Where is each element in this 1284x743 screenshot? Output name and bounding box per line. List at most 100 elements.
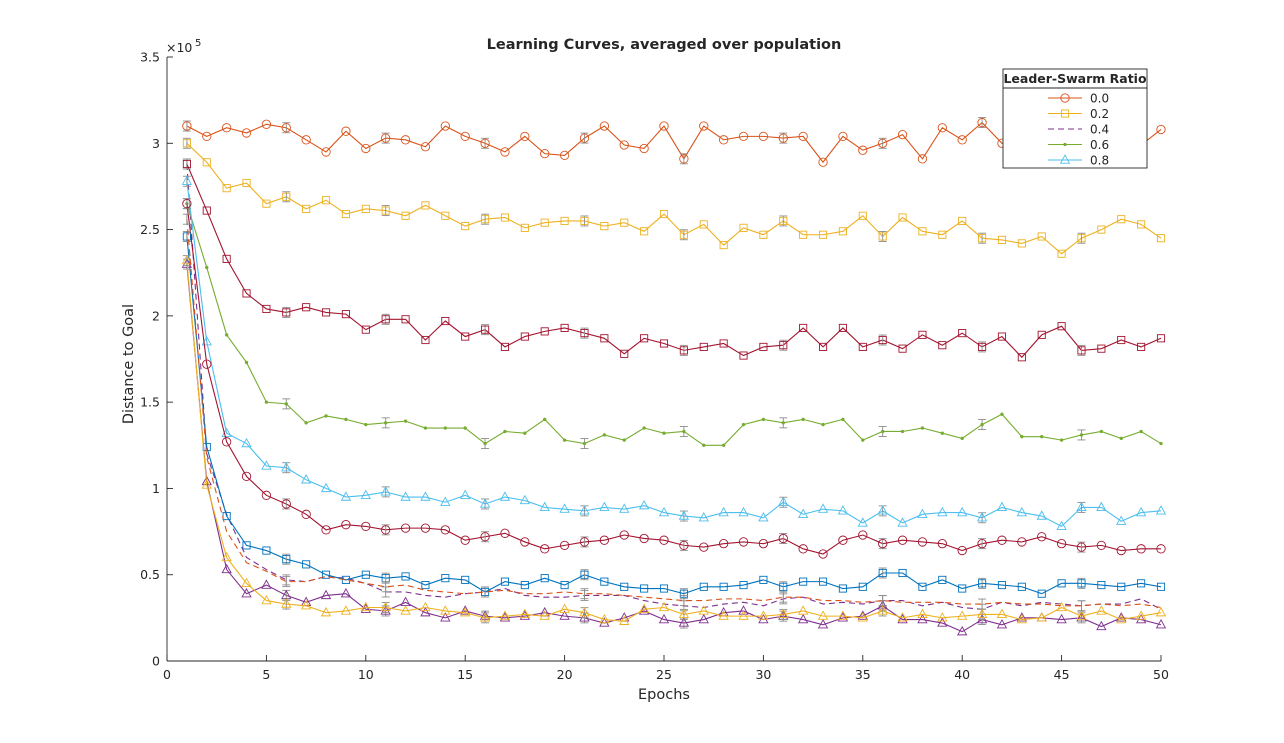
y-tick-label: 3 xyxy=(152,136,160,151)
data-point xyxy=(500,577,510,586)
data-point xyxy=(818,157,828,167)
data-point xyxy=(301,509,311,519)
data-point xyxy=(1117,335,1126,345)
data-point xyxy=(1116,612,1127,622)
data-point xyxy=(698,613,709,624)
data-point xyxy=(838,584,847,593)
data-point xyxy=(917,613,928,624)
y-tick-label: 0 xyxy=(152,654,160,669)
data-point xyxy=(401,572,410,581)
data-point xyxy=(460,535,470,545)
data-point xyxy=(244,360,249,365)
data-point xyxy=(658,506,670,517)
data-point xyxy=(918,227,927,236)
data-point xyxy=(361,570,370,579)
data-point xyxy=(361,325,370,334)
data-point xyxy=(838,131,848,142)
data-point xyxy=(638,603,650,613)
data-point xyxy=(817,610,829,620)
data-point xyxy=(1159,441,1163,446)
data-point xyxy=(957,506,968,517)
data-point xyxy=(960,436,964,441)
data-point xyxy=(918,582,927,591)
data-point xyxy=(481,215,490,224)
data-point xyxy=(559,610,570,620)
data-point xyxy=(778,496,789,506)
data-point xyxy=(1037,589,1046,598)
data-point xyxy=(1137,579,1146,588)
data-point xyxy=(758,613,769,624)
data-point xyxy=(858,211,867,220)
data-point xyxy=(917,608,928,619)
legend-label: 0.0 xyxy=(1090,92,1109,106)
data-point xyxy=(900,429,905,434)
data-point xyxy=(221,437,232,447)
data-point xyxy=(221,563,232,574)
data-point xyxy=(1056,613,1067,624)
data-point xyxy=(560,216,569,225)
data-point xyxy=(1116,515,1127,525)
data-point xyxy=(1156,544,1166,554)
data-point xyxy=(938,230,947,239)
data-point xyxy=(997,235,1007,244)
data-point xyxy=(837,505,849,515)
data-point xyxy=(600,222,609,231)
data-point xyxy=(321,147,331,157)
legend-label: 0.4 xyxy=(1090,123,1109,137)
x-tick-label: 40 xyxy=(954,667,970,682)
data-point xyxy=(182,121,192,131)
data-point xyxy=(321,525,331,535)
data-point xyxy=(1016,612,1028,622)
data-point xyxy=(996,619,1008,629)
data-point xyxy=(540,327,549,336)
data-point xyxy=(400,135,411,145)
data-point xyxy=(520,131,530,142)
data-point xyxy=(361,143,371,154)
data-point xyxy=(500,342,510,351)
data-point xyxy=(540,218,549,227)
data-point xyxy=(799,323,808,332)
data-point xyxy=(1016,506,1028,517)
data-point xyxy=(264,400,269,404)
data-point xyxy=(640,334,649,343)
data-point xyxy=(779,582,788,591)
data-point xyxy=(898,344,907,353)
data-point xyxy=(302,303,311,312)
data-point xyxy=(1037,232,1046,241)
data-point xyxy=(282,308,291,317)
data-point xyxy=(699,342,708,351)
data-point xyxy=(182,159,191,169)
data-point xyxy=(797,605,809,615)
data-point xyxy=(241,437,252,448)
y-tick-label: 0.5 xyxy=(140,567,160,582)
series-7 xyxy=(182,231,1166,600)
data-point xyxy=(201,479,212,489)
series-9 xyxy=(181,254,1167,625)
data-point xyxy=(619,530,629,540)
data-point xyxy=(460,489,471,499)
data-point xyxy=(938,341,947,350)
data-point xyxy=(1057,579,1066,588)
data-point xyxy=(719,582,728,591)
data-point xyxy=(640,584,649,593)
data-point xyxy=(659,121,669,131)
data-point xyxy=(978,234,987,243)
data-point xyxy=(400,491,411,501)
data-point xyxy=(1156,582,1166,591)
data-point xyxy=(1017,582,1026,591)
data-point xyxy=(778,608,789,619)
data-point xyxy=(602,433,607,437)
data-point xyxy=(281,461,292,472)
data-point xyxy=(1056,601,1067,612)
data-point xyxy=(1156,234,1166,243)
data-point xyxy=(559,540,570,551)
data-point xyxy=(741,422,746,427)
data-point xyxy=(262,199,271,208)
data-point xyxy=(1135,506,1147,517)
series-3 xyxy=(182,198,1163,450)
data-point xyxy=(480,138,490,148)
data-point xyxy=(201,336,212,346)
data-point xyxy=(898,213,907,222)
data-point xyxy=(1017,353,1026,362)
